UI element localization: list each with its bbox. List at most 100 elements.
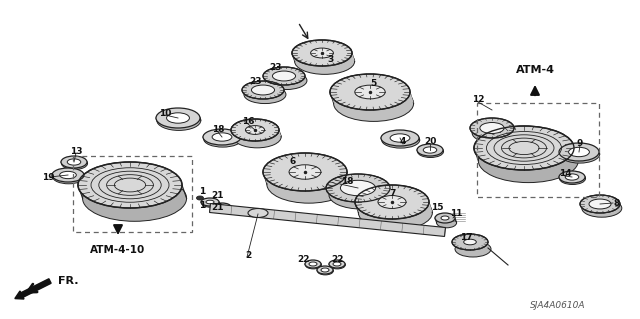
Ellipse shape [355, 185, 429, 219]
Ellipse shape [156, 108, 200, 128]
Ellipse shape [565, 174, 579, 180]
Ellipse shape [560, 145, 600, 163]
Ellipse shape [305, 261, 321, 269]
Ellipse shape [441, 216, 449, 220]
Text: 17: 17 [460, 234, 472, 242]
Text: ATM-4-10: ATM-4-10 [90, 245, 146, 255]
Ellipse shape [321, 268, 329, 272]
Ellipse shape [157, 110, 201, 130]
Ellipse shape [340, 180, 376, 196]
Ellipse shape [329, 260, 345, 268]
Ellipse shape [317, 266, 333, 274]
Text: 23: 23 [269, 63, 281, 72]
Text: 10: 10 [159, 108, 171, 117]
Ellipse shape [203, 129, 241, 145]
Ellipse shape [423, 147, 436, 153]
Text: 5: 5 [370, 79, 376, 88]
Ellipse shape [83, 175, 187, 221]
Ellipse shape [452, 234, 488, 250]
Ellipse shape [330, 261, 346, 269]
Text: 8: 8 [614, 198, 620, 207]
Polygon shape [355, 201, 433, 212]
Text: 15: 15 [431, 203, 444, 211]
Ellipse shape [464, 239, 476, 245]
Text: 11: 11 [450, 209, 462, 218]
Text: 19: 19 [42, 173, 54, 182]
Text: SJA4A0610A: SJA4A0610A [531, 300, 586, 309]
Ellipse shape [212, 133, 232, 141]
Ellipse shape [470, 118, 514, 138]
Ellipse shape [267, 165, 351, 203]
Ellipse shape [355, 85, 385, 99]
Ellipse shape [252, 85, 275, 95]
Ellipse shape [310, 48, 333, 58]
Ellipse shape [292, 40, 352, 66]
Ellipse shape [60, 171, 76, 179]
Ellipse shape [196, 196, 204, 200]
Ellipse shape [317, 267, 333, 275]
Ellipse shape [201, 198, 219, 206]
Ellipse shape [589, 199, 611, 209]
Ellipse shape [417, 145, 444, 158]
Ellipse shape [52, 168, 84, 182]
Ellipse shape [330, 74, 410, 110]
Polygon shape [209, 204, 445, 236]
Ellipse shape [242, 81, 284, 99]
Ellipse shape [61, 156, 87, 168]
Ellipse shape [263, 153, 347, 191]
Text: 13: 13 [70, 146, 83, 155]
Text: 21: 21 [212, 204, 224, 212]
Ellipse shape [202, 199, 220, 207]
Text: 7: 7 [390, 189, 396, 198]
Ellipse shape [559, 173, 586, 184]
Ellipse shape [248, 209, 268, 218]
Ellipse shape [478, 138, 579, 182]
Text: 18: 18 [212, 125, 224, 135]
Ellipse shape [61, 158, 88, 169]
Text: 9: 9 [577, 138, 583, 147]
Ellipse shape [333, 85, 413, 122]
Text: 14: 14 [559, 169, 572, 179]
Polygon shape [330, 91, 413, 102]
Text: 1: 1 [199, 201, 205, 210]
Ellipse shape [233, 126, 281, 148]
Ellipse shape [474, 126, 574, 170]
Text: 6: 6 [290, 158, 296, 167]
Text: 21: 21 [212, 191, 224, 201]
Text: 22: 22 [332, 256, 344, 264]
Text: 16: 16 [242, 117, 254, 127]
Ellipse shape [390, 134, 410, 142]
Ellipse shape [309, 262, 317, 266]
Text: 3: 3 [327, 56, 333, 64]
Ellipse shape [305, 260, 321, 268]
Ellipse shape [580, 195, 620, 213]
Text: 23: 23 [249, 78, 261, 86]
Ellipse shape [289, 165, 321, 179]
Polygon shape [231, 130, 281, 136]
Ellipse shape [231, 119, 279, 141]
Ellipse shape [52, 170, 84, 184]
Ellipse shape [329, 181, 393, 209]
Ellipse shape [265, 71, 307, 90]
Ellipse shape [381, 132, 420, 148]
Ellipse shape [582, 199, 622, 217]
Ellipse shape [378, 196, 406, 208]
Ellipse shape [435, 213, 455, 223]
Ellipse shape [78, 162, 182, 208]
Ellipse shape [326, 174, 390, 202]
Text: 18: 18 [340, 177, 353, 187]
Text: 1: 1 [199, 188, 205, 197]
Ellipse shape [381, 130, 419, 146]
Ellipse shape [294, 48, 355, 74]
Ellipse shape [417, 144, 443, 156]
Ellipse shape [204, 131, 242, 147]
Ellipse shape [213, 203, 231, 211]
Ellipse shape [244, 85, 286, 104]
Ellipse shape [206, 200, 214, 204]
Ellipse shape [559, 171, 585, 183]
Text: 12: 12 [472, 95, 484, 105]
Ellipse shape [480, 122, 504, 133]
Polygon shape [292, 52, 355, 61]
Ellipse shape [273, 71, 296, 81]
Text: ATM-4: ATM-4 [515, 65, 554, 75]
